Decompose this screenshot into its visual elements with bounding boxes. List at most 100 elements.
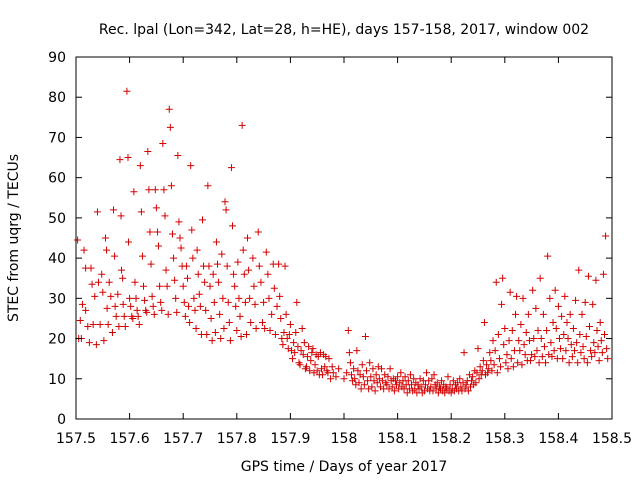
- data-point: [280, 329, 288, 337]
- data-point: [478, 367, 486, 375]
- data-point: [583, 359, 591, 367]
- data-point: [498, 300, 506, 308]
- data-point: [557, 345, 565, 353]
- data-point: [591, 349, 599, 357]
- data-point: [266, 327, 274, 335]
- data-point: [165, 105, 173, 113]
- data-point: [134, 312, 142, 320]
- data-point: [522, 329, 530, 337]
- data-point: [363, 367, 371, 375]
- data-point: [214, 260, 222, 268]
- data-point: [547, 339, 555, 347]
- data-point: [359, 373, 367, 381]
- data-point: [239, 246, 247, 254]
- data-point: [218, 250, 226, 258]
- data-point: [508, 327, 516, 335]
- x-tick-label: 157.6: [110, 431, 150, 447]
- data-point: [492, 278, 500, 286]
- data-point: [588, 353, 596, 361]
- data-point: [566, 310, 574, 318]
- data-point: [584, 272, 592, 280]
- data-point: [220, 325, 228, 332]
- data-point: [587, 347, 595, 355]
- data-point: [95, 278, 103, 286]
- data-point: [593, 327, 601, 335]
- data-point: [364, 377, 372, 385]
- data-point: [530, 335, 538, 343]
- data-point: [515, 337, 523, 345]
- data-point: [111, 252, 119, 260]
- data-point: [96, 320, 104, 328]
- data-point: [565, 359, 573, 367]
- y-axis-ticks: 0 10 20 30 40 50 60 70 80 90: [48, 50, 612, 428]
- data-point: [144, 148, 152, 156]
- data-point: [103, 304, 111, 312]
- data-point: [390, 387, 398, 395]
- data-point: [286, 320, 294, 328]
- data-point: [279, 341, 287, 349]
- data-point: [194, 270, 202, 278]
- data-point: [108, 329, 116, 337]
- data-point: [190, 294, 198, 302]
- data-point: [203, 331, 211, 339]
- x-tick-label: 158.5: [592, 431, 632, 447]
- x-tick-label: 158: [331, 431, 358, 447]
- data-point: [291, 349, 299, 357]
- data-point: [146, 228, 154, 236]
- data-point: [307, 357, 315, 365]
- data-point: [504, 365, 512, 373]
- y-tick-label: 20: [48, 332, 66, 348]
- data-point: [544, 252, 552, 260]
- data-point: [499, 274, 507, 282]
- data-point: [491, 347, 499, 355]
- data-point: [472, 379, 480, 387]
- data-point: [159, 139, 167, 147]
- data-point: [120, 312, 128, 320]
- data-point: [141, 296, 149, 304]
- data-point: [559, 355, 567, 363]
- data-point: [340, 375, 348, 383]
- data-point: [555, 335, 563, 343]
- data-point: [168, 230, 176, 238]
- data-point: [540, 343, 548, 351]
- data-point: [224, 298, 232, 306]
- data-point: [140, 282, 148, 290]
- data-point: [505, 337, 513, 345]
- data-point: [171, 276, 179, 284]
- data-point: [205, 262, 213, 270]
- data-point: [578, 310, 586, 318]
- data-point: [163, 282, 171, 290]
- data-point: [235, 294, 243, 302]
- data-point: [232, 302, 240, 310]
- data-point: [580, 355, 588, 363]
- data-point: [124, 154, 132, 162]
- data-point: [497, 363, 505, 371]
- data-point: [573, 339, 581, 347]
- data-point: [183, 274, 191, 282]
- data-point: [260, 298, 268, 306]
- data-point: [250, 282, 258, 290]
- data-point: [300, 339, 308, 347]
- data-point: [480, 318, 488, 326]
- data-point: [221, 198, 229, 206]
- data-point: [490, 361, 498, 369]
- data-point: [119, 300, 127, 308]
- data-point: [100, 337, 108, 345]
- data-point: [262, 248, 270, 256]
- data-point: [240, 270, 248, 278]
- data-point: [88, 280, 96, 288]
- data-point: [513, 292, 521, 300]
- data-point: [603, 345, 611, 353]
- data-point: [596, 318, 604, 326]
- data-point: [180, 298, 188, 306]
- data-point: [388, 383, 396, 391]
- data-point: [371, 387, 379, 395]
- data-point: [604, 355, 612, 363]
- data-point: [244, 234, 252, 242]
- data-point: [567, 341, 575, 349]
- data-point: [304, 353, 312, 361]
- data-point: [173, 308, 181, 316]
- x-tick-label: 158.2: [431, 431, 471, 447]
- data-point: [125, 238, 133, 246]
- data-point: [89, 320, 97, 328]
